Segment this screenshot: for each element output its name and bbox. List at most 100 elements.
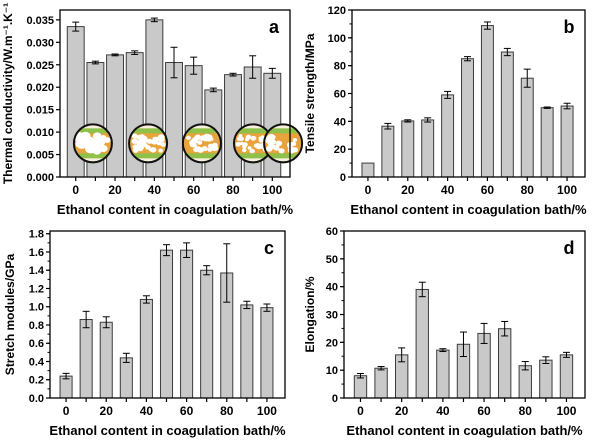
y-tick-label: 0.4 (29, 356, 45, 368)
panel-d-chart: 0 10 20 30 40 50 60 0 20 40 60 80 100 Ethanol content… (303, 226, 586, 438)
x-tick-label: 0 (365, 183, 372, 197)
micrograph-outline (128, 123, 169, 164)
bar-20 (401, 120, 415, 178)
panel-letter: a (269, 17, 280, 37)
y-tick-label: 1.6 (29, 247, 44, 259)
y-tick-label: 0.015 (26, 105, 54, 117)
y-tick-label: 30 (326, 310, 338, 322)
x-tick-label: 100 (257, 404, 277, 418)
bar-20 (99, 321, 113, 399)
x-tick-label: 20 (401, 183, 415, 197)
x-tick-label: 40 (140, 404, 154, 418)
bar-100 (559, 354, 574, 399)
y-tick-label: 1.8 (29, 229, 44, 241)
y-axis-title: Thermal conductivity/W.m⁻¹.K⁻¹ (1, 3, 15, 184)
bar-40 (441, 94, 455, 178)
y-tick-label: 50 (326, 254, 338, 266)
x-tick-label: 20 (108, 183, 122, 197)
panel-b-chart: 0 20 40 60 80 100 120 0 20 40 60 80 100 Ethanol conte… (303, 5, 587, 217)
x-tick-label: 80 (220, 404, 234, 418)
micrograph-outline (72, 123, 113, 164)
bar-90 (540, 107, 554, 178)
panel-d-elongation: 0 10 20 30 40 50 60 0 20 40 60 80 100 Ethanol content… (300, 221, 600, 442)
x-tick-label: 0 (63, 404, 70, 418)
bar-90 (240, 304, 254, 399)
y-tick-label: 0.025 (26, 60, 54, 72)
x-tick-label: 40 (441, 183, 455, 197)
y-tick-label: 10 (326, 365, 338, 377)
y-tick-label: 0.035 (26, 15, 54, 27)
y-tick-label: 0.6 (29, 338, 44, 350)
micrograph-inset (74, 125, 111, 162)
bar-100 (260, 307, 274, 399)
panel-letter: c (264, 238, 274, 258)
bar-90 (539, 359, 553, 399)
x-tick-label: 60 (481, 183, 495, 197)
micrograph-inset (183, 125, 220, 162)
micrograph-outline (263, 123, 304, 164)
bar-30 (421, 119, 435, 178)
y-tick-label: 20 (334, 144, 346, 156)
bar-0 (353, 375, 368, 399)
y-tick-label: 20 (326, 337, 338, 349)
y-tick-label: 0.010 (26, 127, 54, 139)
bar-50 (461, 58, 474, 178)
y-tick-label: 40 (334, 116, 346, 128)
x-tick-label: 60 (477, 404, 491, 418)
micrograph-inset (265, 125, 302, 162)
y-tick-label: 120 (328, 5, 346, 17)
y-axis-title: Elongation/% (303, 276, 317, 352)
y-tick-label: 1.4 (29, 265, 45, 277)
bar-20 (106, 54, 124, 178)
y-tick-label: 0.005 (26, 150, 54, 162)
micrograph-inset (234, 125, 271, 162)
bar-10 (374, 367, 388, 399)
x-tick-label: 60 (187, 183, 201, 197)
x-tick-label: 0 (357, 404, 364, 418)
bar-30 (415, 288, 429, 399)
bar-60 (480, 25, 494, 178)
panel-c-chart: 0.0 0.2 0.4 0.6 0.8 1.0 1.2 1.4 1.6 1.8 0 20 40 60 80 1… (3, 229, 286, 438)
bar-70 (200, 269, 214, 399)
x-tick-label: 80 (521, 183, 535, 197)
x-axis-title: Ethanol content in coagulation bath/% (49, 423, 286, 438)
panel-letter: b (564, 17, 575, 37)
bar-40 (436, 349, 450, 399)
y-tick-label: 0.000 (26, 172, 54, 184)
y-axis-title: Stretch modules/GPa (3, 253, 17, 375)
y-tick-label: 0.020 (26, 82, 54, 94)
x-tick-label: 20 (100, 404, 114, 418)
x-axis-title: Ethanol content in coagulation bath/% (346, 423, 583, 438)
x-tick-label: 80 (519, 404, 533, 418)
y-tick-label: 0.0 (29, 393, 44, 405)
bar-80 (224, 74, 242, 178)
x-axis-title: Ethanol content in coagulation bath/% (350, 202, 587, 217)
bar-10 (381, 125, 395, 178)
y-tick-label: 1.2 (29, 283, 44, 295)
x-tick-label: 60 (180, 404, 194, 418)
x-tick-label: 100 (556, 404, 576, 418)
bar-0 (59, 375, 73, 399)
y-axis-title: Tensile strength/MPa (303, 33, 317, 153)
y-tick-label: 0 (340, 172, 346, 184)
x-tick-label: 40 (436, 404, 450, 418)
y-tick-label: 60 (334, 89, 346, 101)
y-tick-label: 1.0 (29, 302, 44, 314)
y-tick-label: 80 (334, 61, 346, 73)
panel-a-thermal-conductivity: 0.000 0.005 0.010 0.015 0.020 0.025 0.030 0.035… (0, 0, 304, 221)
axis-frame (59, 9, 291, 178)
y-tick-label: 100 (328, 33, 346, 45)
x-tick-label: 40 (148, 183, 162, 197)
x-tick-label: 20 (395, 404, 409, 418)
bar-50 (159, 249, 174, 399)
x-tick-label: 100 (557, 183, 577, 197)
panel-b-tensile-strength: 0 20 40 60 80 100 120 0 20 40 60 80 100 Ethanol conte… (300, 0, 600, 221)
bar-80 (520, 77, 534, 178)
bar-60 (180, 249, 194, 399)
panel-c-stretch-modules: 0.0 0.2 0.4 0.6 0.8 1.0 1.2 1.4 1.6 1.8 0 20 40 60 80 1… (0, 221, 300, 442)
x-axis-title: Ethanol content in coagulation bath/% (57, 202, 294, 217)
bar-40 (139, 298, 153, 399)
axis-frame (49, 230, 286, 399)
bar-10 (79, 319, 93, 399)
